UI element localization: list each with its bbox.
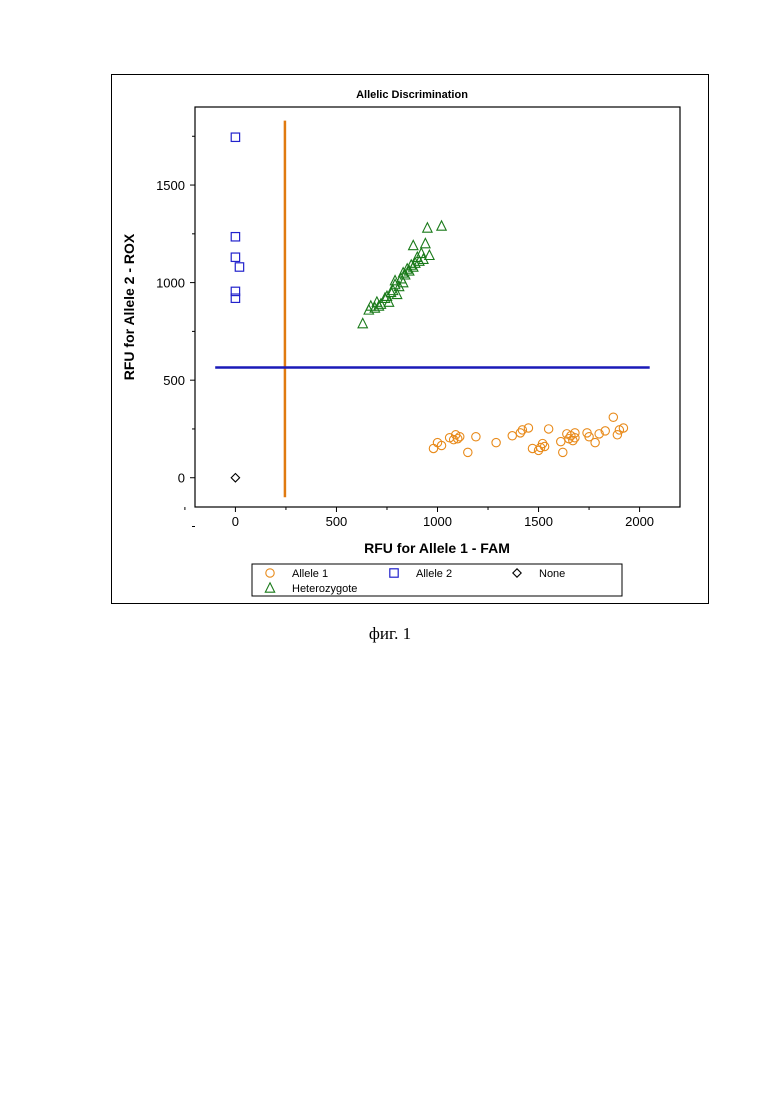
data-point-square bbox=[230, 252, 241, 263]
data-point-circle bbox=[507, 431, 518, 441]
data-point-triangle bbox=[379, 291, 391, 303]
data-point-triangle bbox=[423, 248, 436, 261]
data-point-circle bbox=[608, 412, 619, 422]
data-point-triangle bbox=[391, 287, 403, 300]
data-points bbox=[230, 132, 629, 483]
y-tick-label: 1000 bbox=[156, 276, 185, 291]
data-point-circle bbox=[523, 423, 534, 433]
legend-label: Allele 1 bbox=[292, 568, 328, 580]
data-point-circle bbox=[448, 434, 459, 445]
data-point-circle bbox=[594, 429, 604, 439]
data-point-diamond bbox=[230, 472, 241, 483]
data-point-triangle bbox=[407, 239, 419, 251]
x-axis-label: RFU for Allele 1 - FAM bbox=[364, 540, 510, 556]
data-point-circle bbox=[590, 437, 600, 448]
data-point-circle bbox=[515, 428, 526, 438]
legend-label: None bbox=[539, 568, 565, 580]
series-heterozygote bbox=[357, 219, 448, 329]
data-point-circle bbox=[517, 425, 528, 435]
chart-title: Allelic Discrimination bbox=[356, 89, 468, 101]
data-point-triangle bbox=[393, 280, 405, 292]
data-point-circle bbox=[543, 424, 554, 434]
x-tick-label: 500 bbox=[326, 514, 348, 529]
data-point-circle bbox=[537, 438, 548, 449]
data-point-circle bbox=[463, 447, 473, 458]
data-point-triangle bbox=[399, 268, 411, 280]
legend: Allele 1 Allele 2 None Heterozygote bbox=[251, 563, 623, 597]
legend-box bbox=[251, 563, 623, 597]
data-point-circle bbox=[618, 423, 629, 433]
data-point-circle bbox=[556, 436, 566, 447]
data-point-square bbox=[230, 231, 241, 242]
data-point-triangle bbox=[435, 219, 448, 231]
data-point-triangle bbox=[409, 256, 421, 268]
legend-marker-triangle bbox=[264, 581, 276, 593]
data-point-triangle bbox=[375, 297, 387, 309]
data-point-circle bbox=[428, 443, 439, 454]
x-tick-label: 1500 bbox=[524, 514, 553, 529]
data-point-circle bbox=[452, 433, 463, 444]
series-allele-1 bbox=[428, 412, 629, 458]
data-point-circle bbox=[558, 447, 568, 458]
scatter-chart: Allelic Discrimination 0 500 1000 1500 2000 … bbox=[121, 89, 681, 597]
data-point-triangle bbox=[373, 299, 385, 311]
x-axis-ticks: 0 500 1000 1500 2000 bbox=[184, 507, 654, 529]
legend-label: Allele 2 bbox=[416, 568, 452, 580]
data-point-triangle bbox=[421, 221, 433, 233]
data-point-circle bbox=[612, 430, 623, 440]
data-point-triangle bbox=[419, 237, 431, 249]
y-tick-label: 0 bbox=[178, 471, 185, 486]
data-point-circle bbox=[570, 432, 580, 443]
y-tick-label: 500 bbox=[163, 373, 185, 388]
y-tick-label: 1500 bbox=[156, 178, 185, 193]
data-point-square bbox=[230, 286, 241, 297]
x-tick-label: 0 bbox=[232, 514, 239, 529]
data-point-circle bbox=[600, 426, 610, 436]
data-point-circle bbox=[471, 432, 481, 442]
data-point-triangle bbox=[357, 317, 369, 329]
data-point-circle bbox=[539, 441, 550, 452]
data-point-triangle bbox=[405, 258, 417, 270]
data-point-triangle bbox=[413, 254, 425, 266]
data-point-triangle bbox=[397, 276, 409, 288]
figure-caption: фиг. 1 bbox=[368, 624, 412, 643]
data-point-triangle bbox=[385, 285, 397, 298]
data-point-square bbox=[230, 132, 241, 143]
series-allele-2 bbox=[230, 132, 245, 304]
data-point-square bbox=[230, 293, 241, 304]
legend-marker-diamond bbox=[512, 568, 522, 578]
legend-marker-circle bbox=[265, 568, 275, 578]
data-point-circle bbox=[570, 428, 580, 438]
data-point-circle bbox=[454, 432, 465, 442]
data-point-square bbox=[234, 262, 245, 272]
legend-marker-square bbox=[389, 568, 399, 578]
x-tick-label: 1000 bbox=[423, 514, 452, 529]
data-point-circle bbox=[584, 432, 594, 442]
legend-label: Heterozygote bbox=[292, 583, 357, 595]
data-point-triangle bbox=[403, 264, 415, 276]
data-point-circle bbox=[491, 437, 501, 448]
y-axis-ticks: 0 500 1000 1500 bbox=[156, 135, 195, 528]
figure-frame: Allelic Discrimination 0 500 1000 1500 2000 … bbox=[111, 74, 709, 604]
data-point-triangle bbox=[383, 295, 395, 307]
threshold-lines bbox=[215, 120, 650, 498]
series-none bbox=[230, 472, 241, 483]
data-point-circle bbox=[436, 440, 447, 451]
x-tick-label: 2000 bbox=[625, 514, 654, 529]
y-axis-label: RFU for Allele 2 - ROX bbox=[121, 233, 137, 380]
